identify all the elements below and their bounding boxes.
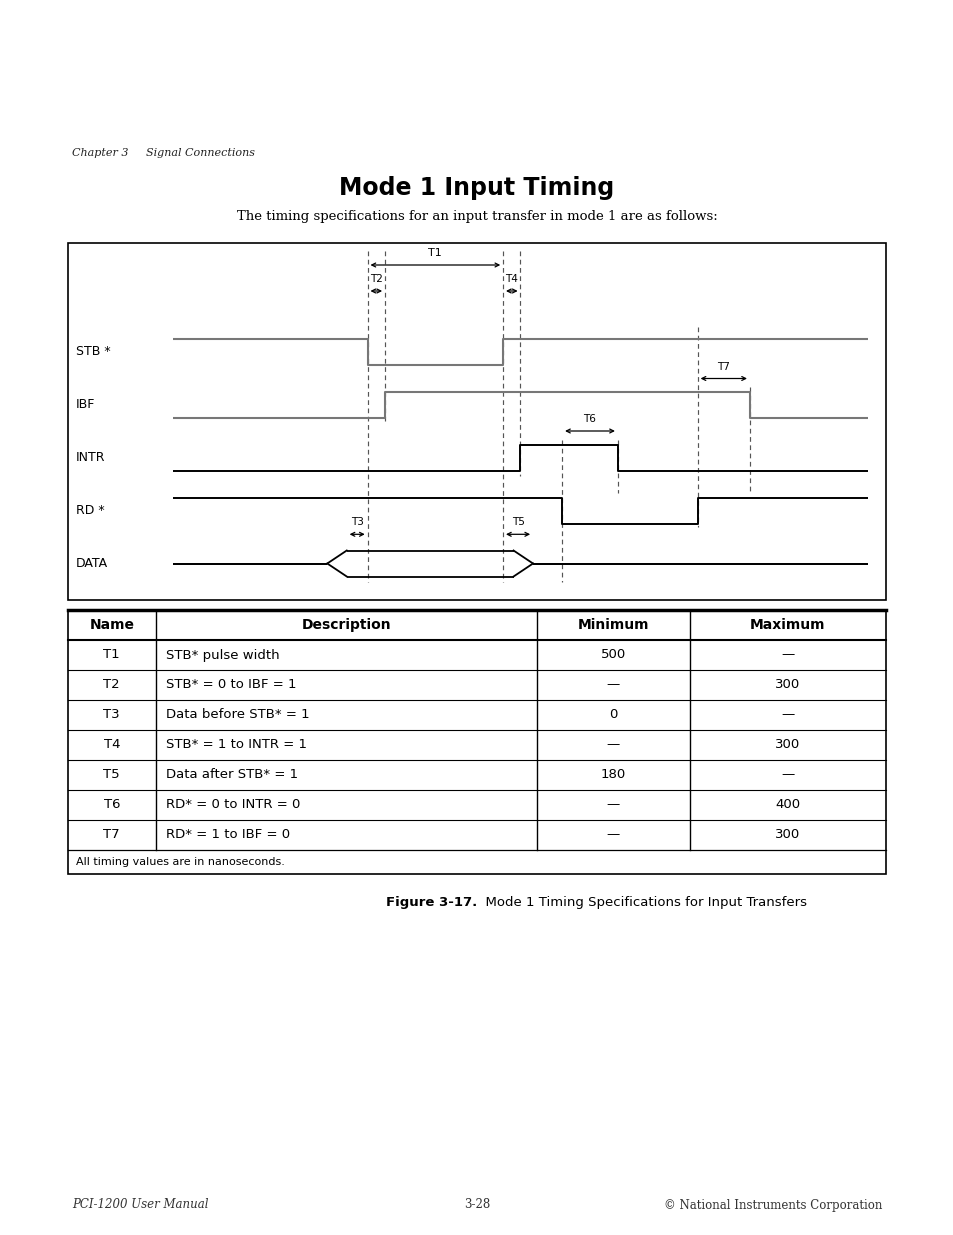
Text: T4: T4 xyxy=(104,739,120,752)
Text: T1: T1 xyxy=(428,248,442,258)
Text: © National Instruments Corporation: © National Instruments Corporation xyxy=(663,1198,882,1212)
Text: RD* = 1 to IBF = 0: RD* = 1 to IBF = 0 xyxy=(166,829,290,841)
Text: Figure 3-17.: Figure 3-17. xyxy=(385,897,476,909)
Text: T4: T4 xyxy=(505,274,517,284)
Text: 0: 0 xyxy=(608,709,617,721)
Text: —: — xyxy=(606,829,619,841)
Text: RD *: RD * xyxy=(76,504,105,517)
Text: Name: Name xyxy=(90,618,134,632)
Text: 500: 500 xyxy=(600,648,625,662)
Text: T1: T1 xyxy=(103,648,120,662)
Text: 400: 400 xyxy=(775,799,800,811)
Text: —: — xyxy=(781,709,794,721)
Text: Minimum: Minimum xyxy=(577,618,648,632)
Text: Maximum: Maximum xyxy=(749,618,824,632)
Text: STB *: STB * xyxy=(76,345,111,358)
Text: Chapter 3     Signal Connections: Chapter 3 Signal Connections xyxy=(71,148,254,158)
Text: T6: T6 xyxy=(104,799,120,811)
Text: T2: T2 xyxy=(103,678,120,692)
Text: T7: T7 xyxy=(717,362,729,372)
Text: T3: T3 xyxy=(351,517,363,527)
Text: Data after STB* = 1: Data after STB* = 1 xyxy=(166,768,297,782)
Bar xyxy=(68,610,885,874)
Text: Mode 1 Input Timing: Mode 1 Input Timing xyxy=(339,177,614,200)
Text: 300: 300 xyxy=(775,739,800,752)
Text: STB* pulse width: STB* pulse width xyxy=(166,648,279,662)
Text: Description: Description xyxy=(301,618,391,632)
Text: RD* = 0 to INTR = 0: RD* = 0 to INTR = 0 xyxy=(166,799,299,811)
Text: All timing values are in nanoseconds.: All timing values are in nanoseconds. xyxy=(76,857,285,867)
Text: —: — xyxy=(606,678,619,692)
Text: 3-28: 3-28 xyxy=(463,1198,490,1212)
Text: STB* = 0 to IBF = 1: STB* = 0 to IBF = 1 xyxy=(166,678,295,692)
Text: T2: T2 xyxy=(370,274,382,284)
Text: T3: T3 xyxy=(103,709,120,721)
Text: STB* = 1 to INTR = 1: STB* = 1 to INTR = 1 xyxy=(166,739,306,752)
Text: T7: T7 xyxy=(103,829,120,841)
Text: INTR: INTR xyxy=(76,451,106,464)
Text: 180: 180 xyxy=(600,768,625,782)
Bar xyxy=(68,243,885,600)
Text: Mode 1 Timing Specifications for Input Transfers: Mode 1 Timing Specifications for Input T… xyxy=(476,897,806,909)
Text: T5: T5 xyxy=(103,768,120,782)
Text: —: — xyxy=(606,739,619,752)
Text: Data before STB* = 1: Data before STB* = 1 xyxy=(166,709,309,721)
Text: —: — xyxy=(781,648,794,662)
Text: IBF: IBF xyxy=(76,398,95,411)
Text: 300: 300 xyxy=(775,678,800,692)
Text: T6: T6 xyxy=(583,414,596,424)
Text: —: — xyxy=(781,768,794,782)
Text: PCI-1200 User Manual: PCI-1200 User Manual xyxy=(71,1198,209,1212)
Text: The timing specifications for an input transfer in mode 1 are as follows:: The timing specifications for an input t… xyxy=(236,210,717,224)
Text: T5: T5 xyxy=(511,517,524,527)
Text: 300: 300 xyxy=(775,829,800,841)
Text: DATA: DATA xyxy=(76,557,108,571)
Text: —: — xyxy=(606,799,619,811)
